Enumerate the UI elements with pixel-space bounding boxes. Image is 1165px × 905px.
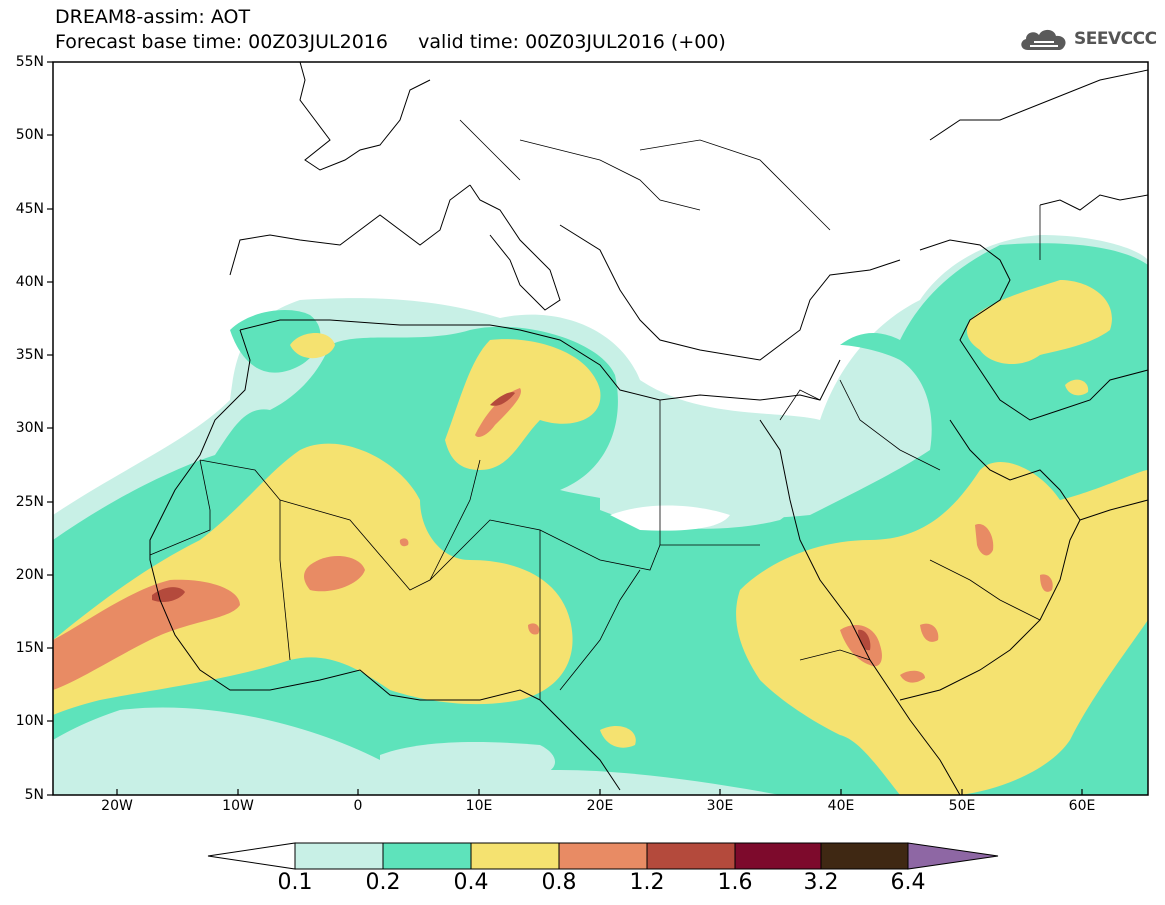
colorbar-min-arrow — [207, 842, 296, 870]
colorbar-label: 0.4 — [453, 870, 489, 895]
lat-label: 20N — [15, 567, 44, 583]
lat-label: 25N — [15, 494, 44, 510]
lon-label: 30E — [706, 798, 734, 814]
lat-label: 40N — [15, 274, 44, 290]
lon-label: 10E — [465, 798, 493, 814]
axis-ticks — [47, 61, 1083, 796]
map-title: DREAM8-assim: AOT — [55, 6, 251, 28]
aot-level-1-2 — [152, 392, 871, 651]
colorbar-label: 0.1 — [277, 870, 313, 895]
colorbar-max-arrow — [907, 842, 999, 870]
lon-label: 50E — [948, 798, 976, 814]
lat-label: 50N — [15, 127, 44, 143]
lon-label: 40E — [827, 798, 855, 814]
colorbar-label: 6.4 — [890, 870, 926, 895]
lat-label: 10N — [15, 713, 44, 729]
logo-text: SEEVCCC — [1074, 29, 1157, 49]
colorbar-bin — [382, 842, 472, 870]
lon-label: 0 — [353, 798, 363, 814]
lon-label: 20W — [101, 798, 133, 814]
lat-label: 35N — [15, 347, 44, 363]
colorbar-bin — [646, 842, 736, 870]
cloud-icon — [1021, 29, 1066, 50]
forecast-time-line: Forecast base time: 00Z03JUL2016 valid t… — [55, 31, 726, 53]
lat-label: 55N — [15, 54, 44, 70]
colorbar — [207, 842, 999, 870]
lat-label: 5N — [24, 787, 44, 803]
country-borders — [149, 119, 1041, 700]
colorbar-label: 1.2 — [629, 870, 665, 895]
colorbar-label: 0.2 — [365, 870, 401, 895]
lat-label: 30N — [15, 420, 44, 436]
lat-label: 15N — [15, 640, 44, 656]
coastlines — [149, 62, 1148, 795]
colorbar-label: 1.6 — [717, 870, 753, 895]
lon-label: 20E — [586, 798, 614, 814]
colorbar-label: 3.2 — [803, 870, 839, 895]
colorbar-label: 0.8 — [541, 870, 577, 895]
colorbar-bin — [558, 842, 648, 870]
aot-level-0-8 — [53, 388, 1053, 690]
lon-label: 10W — [222, 798, 254, 814]
colorbar-bin — [470, 842, 560, 870]
seevccc-logo: SEEVCCC — [1018, 24, 1158, 54]
colorbar-bin — [820, 842, 909, 870]
lat-label: 45N — [15, 201, 44, 217]
lon-label: 60E — [1068, 798, 1096, 814]
colorbar-bin — [294, 842, 384, 870]
colorbar-bin — [734, 842, 822, 870]
